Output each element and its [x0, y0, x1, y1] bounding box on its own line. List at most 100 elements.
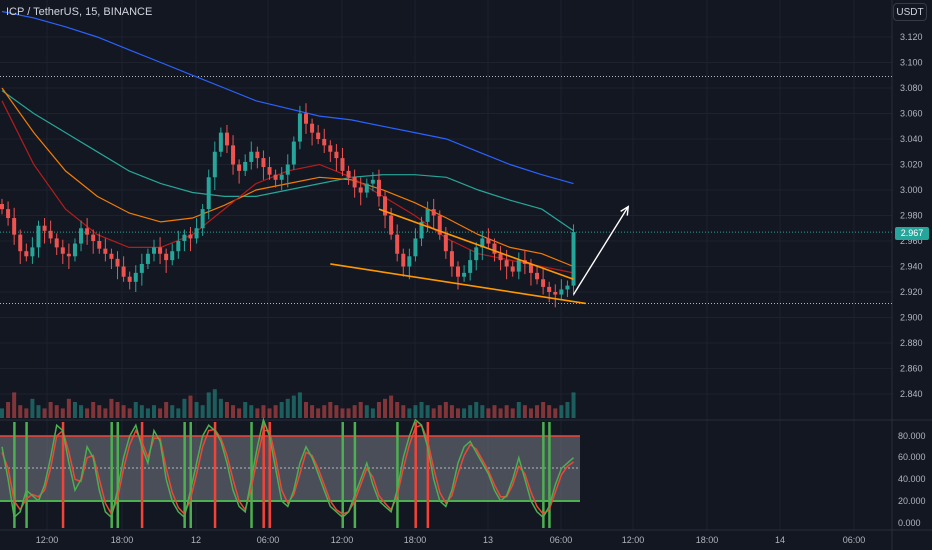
price-tick-label: 2.840 — [900, 389, 923, 399]
candle-body — [565, 285, 570, 290]
volume-bar — [164, 402, 169, 418]
volume-bar — [231, 405, 236, 418]
volume-bar — [376, 402, 381, 418]
volume-bar — [443, 402, 448, 418]
candle-body — [304, 113, 308, 124]
volume-bar — [346, 408, 351, 418]
moving-average-line — [1, 10, 574, 185]
volume-bar — [285, 398, 290, 418]
volume-bar — [200, 405, 205, 418]
price-tick-label: 3.060 — [900, 109, 923, 119]
volume-bar — [498, 408, 503, 418]
candle-body — [401, 253, 406, 267]
volume-bar — [547, 405, 552, 418]
price-tick-label: 3.100 — [900, 58, 923, 68]
price-tick-label: 2.860 — [900, 364, 923, 374]
candle-body — [54, 238, 59, 248]
candle-body — [224, 132, 229, 146]
stoch-signal-bar — [25, 422, 28, 528]
candle-body — [273, 174, 278, 180]
stoch-signal-bar — [542, 422, 545, 528]
stoch-signal-bar — [548, 422, 551, 528]
candle-body — [66, 253, 71, 257]
time-tick-label: 18:00 — [111, 535, 134, 545]
candle-body — [528, 263, 533, 273]
volume-bar — [304, 402, 308, 418]
stoch-signal-bar — [262, 422, 265, 528]
candle-body — [121, 266, 126, 277]
candle-body — [72, 243, 77, 257]
candle-body — [261, 158, 266, 168]
candle-body — [103, 248, 108, 254]
candle-body — [176, 241, 181, 252]
candle-body — [571, 232, 576, 286]
volume-bar — [36, 405, 41, 418]
candle-body — [474, 247, 479, 261]
candle-body — [334, 151, 339, 159]
candle-body — [370, 179, 375, 184]
candle-body — [212, 151, 217, 178]
candle-body — [206, 177, 211, 210]
volume-bar — [6, 402, 11, 418]
candle-body — [24, 251, 29, 257]
candle-body — [297, 113, 302, 142]
stoch-tick-label: 0.000 — [898, 518, 921, 528]
candle-body — [267, 167, 272, 175]
candle-body — [383, 196, 388, 216]
stoch-signal-bar — [13, 422, 16, 528]
time-tick-label: 12:00 — [622, 535, 645, 545]
candle-body — [516, 260, 521, 272]
volume-bar — [431, 408, 436, 418]
candle-body — [42, 225, 47, 231]
candle-body — [468, 260, 473, 273]
volume-bar — [510, 408, 515, 418]
volume-bar — [316, 408, 321, 418]
candle-body — [48, 230, 53, 239]
volume-bar — [456, 408, 460, 418]
candle-body — [340, 158, 345, 171]
stoch-tick-label: 80.000 — [898, 431, 926, 441]
volume-bar — [553, 408, 558, 418]
stoch-tick-label: 60.000 — [898, 452, 926, 462]
candle-body — [145, 253, 150, 264]
candle-body — [18, 234, 23, 252]
volume-bar — [194, 402, 199, 418]
stoch-signal-bar — [353, 422, 357, 528]
volume-bar — [66, 398, 71, 418]
stoch-line — [1, 417, 574, 519]
volume-bar — [462, 408, 467, 418]
volume-bar — [297, 392, 302, 418]
volume-bar — [535, 405, 540, 418]
price-tick-label: 2.940 — [900, 262, 923, 272]
time-axis: 12:00 18:00 12 06:00 12:00 18:00 13 06:00 12:00 1… — [36, 535, 866, 545]
volume-bar — [474, 402, 479, 418]
candle-body — [358, 187, 363, 193]
volume-bar — [152, 405, 156, 418]
volume-bar — [127, 408, 132, 418]
candle-body — [285, 164, 290, 175]
volume-bar — [279, 402, 284, 418]
volume-bar — [18, 405, 23, 418]
currency-button[interactable]: USDT — [893, 3, 927, 21]
volume-bar — [158, 408, 163, 418]
candle-body — [352, 177, 357, 188]
candle-body — [91, 234, 96, 241]
candle-body — [413, 238, 418, 257]
candle-body — [139, 263, 144, 273]
volume-bar — [425, 405, 430, 418]
stoch-signal-bar — [183, 422, 186, 528]
volume-bar — [559, 405, 564, 418]
candle-body — [97, 241, 102, 249]
candle-body — [170, 251, 175, 261]
volume-bar — [72, 402, 77, 418]
volume-bar — [291, 395, 296, 418]
volume-bar — [97, 405, 102, 418]
candle-body — [492, 243, 497, 254]
candle-body — [79, 228, 84, 244]
volume-bar — [42, 408, 47, 418]
candle-body — [510, 266, 515, 272]
time-tick-label: 18:00 — [404, 535, 427, 545]
volume-bar — [419, 402, 424, 418]
volume-bar — [54, 405, 59, 418]
